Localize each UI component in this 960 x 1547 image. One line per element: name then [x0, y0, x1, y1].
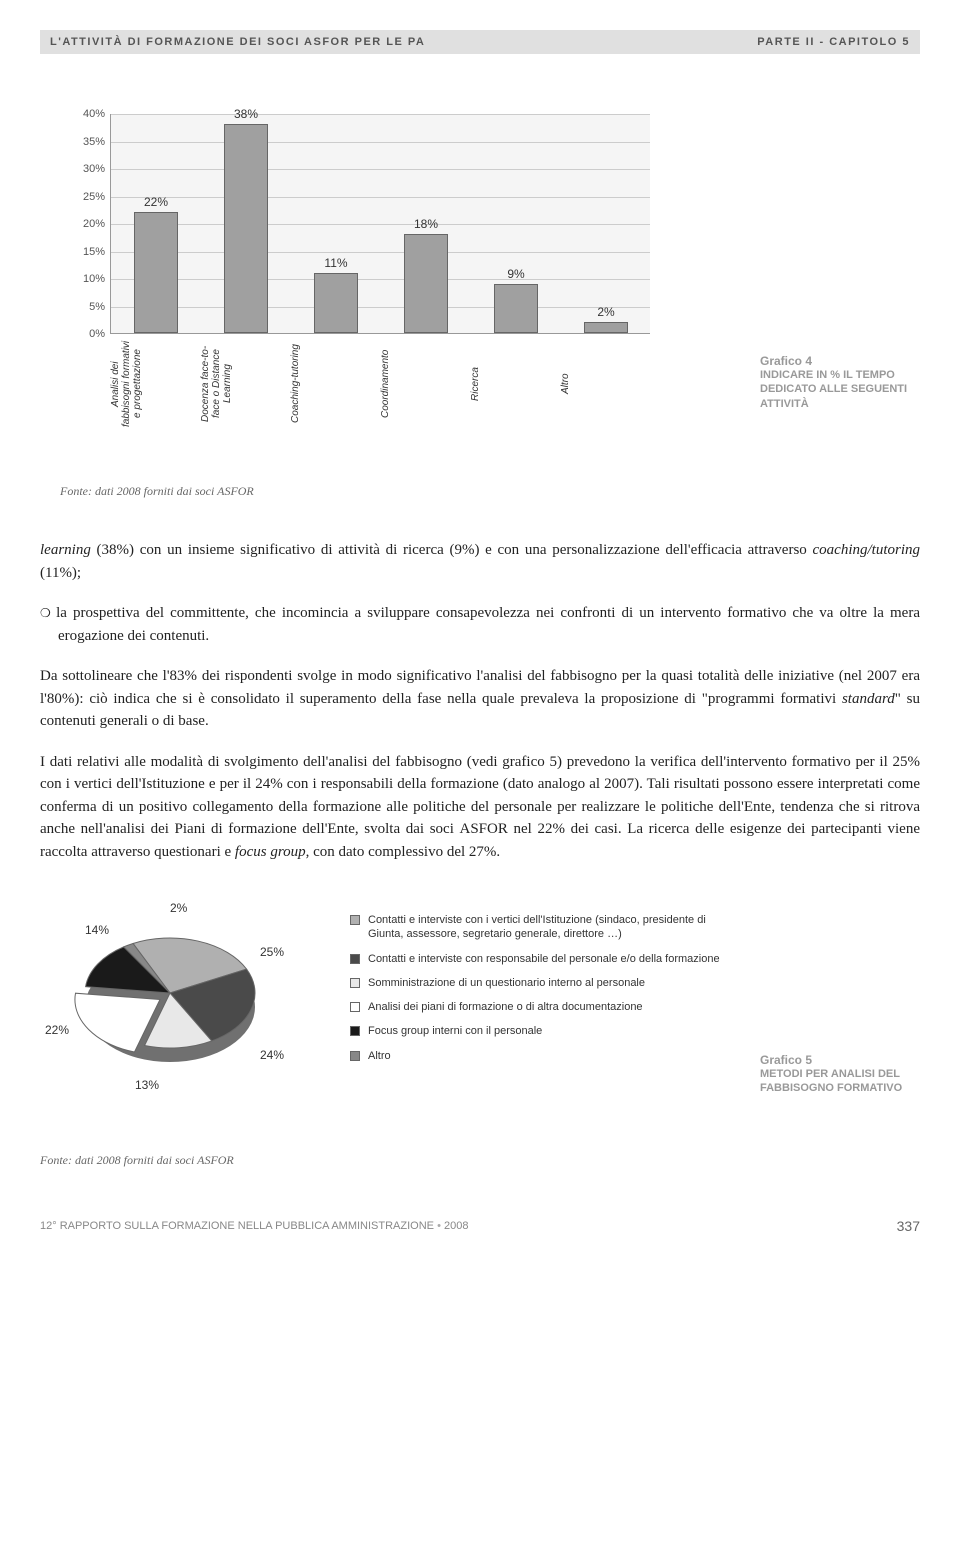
legend-item: Altro	[350, 1049, 740, 1063]
xtick-label: Altro	[560, 339, 650, 429]
bar-chart-row: 0% 5% 10% 15% 20% 25% 30% 35% 40% 22% 38% 11% 18% 9% 2…	[40, 104, 920, 499]
xtick-label: Analisi dei fabbisogni formativi e proge…	[110, 339, 200, 429]
pie-pct-label: 25%	[260, 945, 284, 959]
legend-label: Contatti e interviste con i vertici dell…	[368, 913, 740, 942]
xtick-label: Coordinamento	[380, 339, 470, 429]
legend-swatch	[350, 978, 360, 988]
legend-item: Contatti e interviste con i vertici dell…	[350, 913, 740, 942]
body-text: learning (38%) con un insieme significat…	[40, 539, 920, 863]
bar	[314, 273, 358, 334]
bar	[584, 322, 628, 333]
bar	[224, 124, 268, 333]
legend-label: Altro	[368, 1049, 391, 1063]
bar	[404, 234, 448, 333]
ytick: 10%	[83, 273, 111, 285]
pie-pct-label: 2%	[170, 901, 187, 915]
legend-label: Contatti e interviste con responsabile d…	[368, 952, 720, 966]
legend-label: Analisi dei piani di formazione o di alt…	[368, 1000, 643, 1014]
ytick: 0%	[89, 328, 111, 340]
ytick: 15%	[83, 246, 111, 258]
pie-pct-label: 14%	[85, 923, 109, 937]
pie-pct-label: 22%	[45, 1023, 69, 1037]
ytick: 25%	[83, 191, 111, 203]
bar	[134, 212, 178, 333]
pie-pct-label: 13%	[135, 1078, 159, 1092]
chart5-caption: Grafico 5 METODI PER ANALISI DEL FABBISO…	[740, 893, 920, 1096]
xtick-label: Coaching-tutoring	[290, 339, 380, 429]
legend-swatch	[350, 915, 360, 925]
bar-value-label: 38%	[234, 107, 258, 121]
para1: learning (38%) con un insieme significat…	[40, 539, 920, 584]
pie-pct-label: 24%	[260, 1048, 284, 1062]
pie-chart: 25% 24% 13% 22% 14% 2%	[40, 893, 340, 1133]
legend-label: Focus group interni con il personale	[368, 1024, 542, 1038]
header-right: PARTE II - CAPITOLO 5	[757, 36, 910, 48]
legend-item: Contatti e interviste con responsabile d…	[350, 952, 740, 966]
legend-item: Analisi dei piani di formazione o di alt…	[350, 1000, 740, 1014]
page-number: 337	[897, 1218, 920, 1234]
legend-label: Somministrazione di un questionario inte…	[368, 976, 645, 990]
bar-value-label: 9%	[507, 267, 524, 281]
bar-value-label: 18%	[414, 217, 438, 231]
page-header: L'ATTIVITÀ DI FORMAZIONE DEI SOCI ASFOR …	[40, 30, 920, 54]
bullet1: la prospettiva del committente, che inco…	[40, 602, 920, 647]
footer-left: 12° RAPPORTO SULLA FORMAZIONE NELLA PUBB…	[40, 1220, 468, 1232]
xtick-label: Docenza face-to-face o Distance Learning	[200, 339, 290, 429]
caption5-num: Grafico 5	[760, 1053, 920, 1067]
para2: Da sottolineare che l'83% dei rispondent…	[40, 665, 920, 733]
para3: I dati relativi alle modalità di svolgim…	[40, 751, 920, 864]
xtick-label: Ricerca	[470, 339, 560, 429]
legend-item: Somministrazione di un questionario inte…	[350, 976, 740, 990]
bar-value-label: 2%	[597, 305, 614, 319]
source-label-2: Fonte: dati 2008 forniti dai soci ASFOR	[40, 1153, 920, 1168]
bar-value-label: 11%	[324, 256, 347, 270]
caption5-text: METODI PER ANALISI DEL FABBISOGNO FORMAT…	[760, 1067, 920, 1096]
caption4-num: Grafico 4	[760, 354, 920, 368]
legend-swatch	[350, 1051, 360, 1061]
bar-chart: 0% 5% 10% 15% 20% 25% 30% 35% 40% 22% 38% 11% 18% 9% 2…	[60, 104, 680, 384]
legend-swatch	[350, 1026, 360, 1036]
legend-swatch	[350, 954, 360, 964]
legend-swatch	[350, 1002, 360, 1012]
ytick: 35%	[83, 136, 111, 148]
page-footer: 12° RAPPORTO SULLA FORMAZIONE NELLA PUBB…	[40, 1218, 920, 1234]
pie-chart-row: 25% 24% 13% 22% 14% 2% Contatti e interviste …	[40, 893, 920, 1133]
chart4-caption: Grafico 4 INDICARE IN % IL TEMPO DEDICAT…	[740, 104, 920, 411]
ytick: 5%	[89, 301, 111, 313]
header-left: L'ATTIVITÀ DI FORMAZIONE DEI SOCI ASFOR …	[50, 36, 425, 48]
ytick: 40%	[83, 108, 111, 120]
source-label-1: Fonte: dati 2008 forniti dai soci ASFOR	[60, 484, 740, 499]
legend-item: Focus group interni con il personale	[350, 1024, 740, 1038]
ytick: 30%	[83, 163, 111, 175]
caption4-text: INDICARE IN % IL TEMPO DEDICATO ALLE SEG…	[760, 368, 920, 411]
bar-value-label: 22%	[144, 195, 168, 209]
pie-legend: Contatti e interviste con i vertici dell…	[340, 893, 740, 1073]
bar	[494, 284, 538, 334]
ytick: 20%	[83, 218, 111, 230]
